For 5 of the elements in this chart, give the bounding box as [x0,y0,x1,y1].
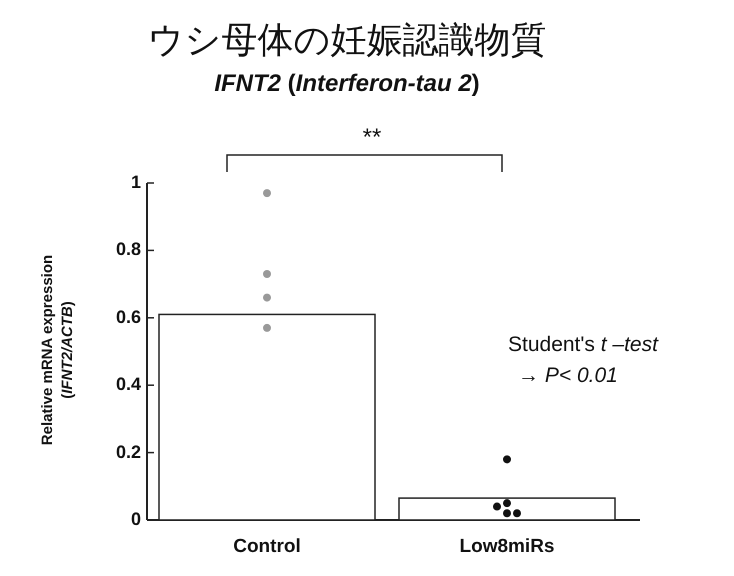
annotation: Student's t –test [508,333,658,357]
title: ウシ母体の妊娠認識物質 [146,19,548,63]
annotation: ** [362,124,382,152]
annotation: → P< 0.01 [518,364,618,388]
subtitle: IFNT2 (Interferon-tau 2) [213,70,481,98]
